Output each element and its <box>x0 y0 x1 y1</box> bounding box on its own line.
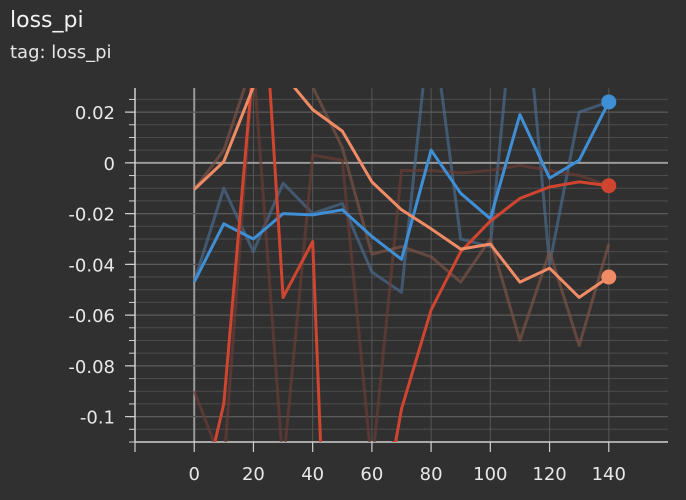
raw-series-line-2 <box>193 88 611 348</box>
x-tick-label: 20 <box>242 464 265 485</box>
x-tick-label: 0 <box>188 464 199 485</box>
y-tick-label: -0.04 <box>68 255 115 276</box>
raw-series-lines <box>192 88 611 442</box>
last-value-marker-1[interactable] <box>601 178 617 194</box>
chart-title: loss_pi <box>10 8 84 33</box>
y-tick-label: 0 <box>104 154 115 175</box>
series-line-1[interactable] <box>209 61 609 467</box>
axes <box>125 88 668 452</box>
raw-series-line-1 <box>192 88 610 442</box>
x-tick-label: 60 <box>360 464 383 485</box>
y-tick-label: -0.1 <box>80 408 115 429</box>
raw-series-line-0 <box>192 88 610 294</box>
y-tick-label: 0.02 <box>75 103 115 124</box>
y-tick-label: -0.06 <box>68 306 115 327</box>
y-tick-label: -0.02 <box>68 205 115 226</box>
x-tick-label: 140 <box>592 464 626 485</box>
tick-labels: 0.02 0 -0.02 -0.04 -0.06 -0.08 -0.1 0 20 40 60 80 10… <box>68 103 626 485</box>
smoothed-series-lines <box>192 61 611 467</box>
chart-subtitle: tag: loss_pi <box>10 42 112 63</box>
x-tick-label: 80 <box>420 464 443 485</box>
series-line-0[interactable] <box>192 101 611 283</box>
x-tick-label: 100 <box>473 464 507 485</box>
series-line-2[interactable] <box>193 61 610 299</box>
last-value-markers <box>601 94 617 285</box>
x-tick-label: 40 <box>301 464 324 485</box>
last-value-marker-2[interactable] <box>601 269 617 285</box>
y-tick-label: -0.08 <box>68 357 115 378</box>
last-value-marker-0[interactable] <box>601 94 617 110</box>
x-tick-label: 120 <box>532 464 566 485</box>
